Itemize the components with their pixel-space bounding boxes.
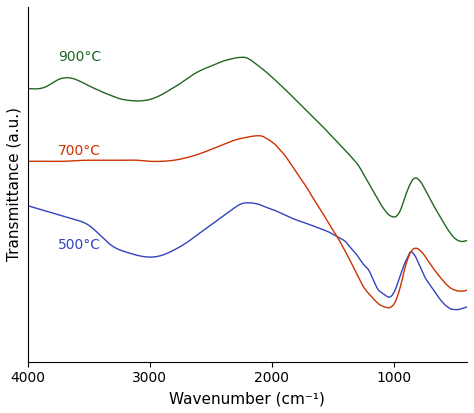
X-axis label: Wavenumber (cm⁻¹): Wavenumber (cm⁻¹) bbox=[169, 391, 325, 406]
Text: 900°C: 900°C bbox=[58, 50, 101, 64]
Text: 700°C: 700°C bbox=[58, 144, 101, 158]
Y-axis label: Transmittance (a.u.): Transmittance (a.u.) bbox=[7, 107, 22, 261]
Text: 500°C: 500°C bbox=[58, 238, 101, 252]
